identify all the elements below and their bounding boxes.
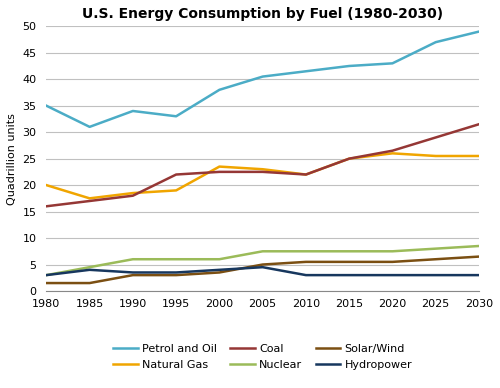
Solar/Wind: [432, 257, 438, 262]
Line: Petrol and Oil: Petrol and Oil: [46, 31, 479, 127]
Y-axis label: Quadrillion units: Quadrillion units: [7, 113, 17, 204]
Hydropower: [432, 273, 438, 277]
Coal: [44, 204, 50, 209]
Nuclear: [476, 244, 482, 248]
Petrol and Oil: [216, 87, 222, 92]
Coal: [86, 199, 92, 203]
Coal: [173, 172, 179, 177]
Natural Gas: [260, 167, 266, 171]
Hydropower: [476, 273, 482, 277]
Line: Coal: Coal: [46, 124, 479, 206]
Line: Hydropower: Hydropower: [46, 267, 479, 275]
Nuclear: [173, 257, 179, 262]
Solar/Wind: [216, 270, 222, 275]
Nuclear: [432, 246, 438, 251]
Solar/Wind: [346, 260, 352, 264]
Nuclear: [216, 257, 222, 262]
Coal: [390, 148, 396, 153]
Solar/Wind: [44, 281, 50, 286]
Petrol and Oil: [260, 74, 266, 79]
Legend: Petrol and Oil, Natural Gas, Coal, Nuclear, Solar/Wind, Hydropower: Petrol and Oil, Natural Gas, Coal, Nucle…: [113, 344, 412, 370]
Hydropower: [303, 273, 309, 277]
Coal: [346, 156, 352, 161]
Petrol and Oil: [390, 61, 396, 66]
Natural Gas: [216, 164, 222, 169]
Solar/Wind: [86, 281, 92, 286]
Hydropower: [216, 267, 222, 272]
Nuclear: [346, 249, 352, 254]
Natural Gas: [130, 191, 136, 196]
Hydropower: [86, 267, 92, 272]
Solar/Wind: [260, 262, 266, 267]
Coal: [476, 122, 482, 126]
Nuclear: [130, 257, 136, 262]
Title: U.S. Energy Consumption by Fuel (1980-2030): U.S. Energy Consumption by Fuel (1980-20…: [82, 7, 443, 21]
Nuclear: [260, 249, 266, 254]
Petrol and Oil: [476, 29, 482, 34]
Coal: [130, 193, 136, 198]
Natural Gas: [476, 154, 482, 158]
Solar/Wind: [476, 254, 482, 259]
Nuclear: [303, 249, 309, 254]
Hydropower: [390, 273, 396, 277]
Solar/Wind: [173, 273, 179, 277]
Petrol and Oil: [346, 64, 352, 68]
Petrol and Oil: [44, 103, 50, 108]
Natural Gas: [44, 183, 50, 187]
Natural Gas: [303, 172, 309, 177]
Petrol and Oil: [173, 114, 179, 119]
Line: Nuclear: Nuclear: [46, 246, 479, 275]
Natural Gas: [86, 196, 92, 201]
Solar/Wind: [390, 260, 396, 264]
Natural Gas: [432, 154, 438, 158]
Line: Natural Gas: Natural Gas: [46, 153, 479, 198]
Natural Gas: [173, 188, 179, 193]
Solar/Wind: [130, 273, 136, 277]
Natural Gas: [346, 156, 352, 161]
Petrol and Oil: [86, 125, 92, 129]
Hydropower: [44, 273, 50, 277]
Nuclear: [44, 273, 50, 277]
Coal: [216, 170, 222, 174]
Hydropower: [173, 270, 179, 275]
Solar/Wind: [303, 260, 309, 264]
Coal: [260, 170, 266, 174]
Natural Gas: [390, 151, 396, 156]
Hydropower: [130, 270, 136, 275]
Coal: [432, 135, 438, 140]
Nuclear: [390, 249, 396, 254]
Hydropower: [346, 273, 352, 277]
Nuclear: [86, 265, 92, 270]
Petrol and Oil: [432, 40, 438, 45]
Petrol and Oil: [130, 109, 136, 113]
Petrol and Oil: [303, 69, 309, 74]
Coal: [303, 172, 309, 177]
Line: Solar/Wind: Solar/Wind: [46, 256, 479, 283]
Hydropower: [260, 265, 266, 270]
